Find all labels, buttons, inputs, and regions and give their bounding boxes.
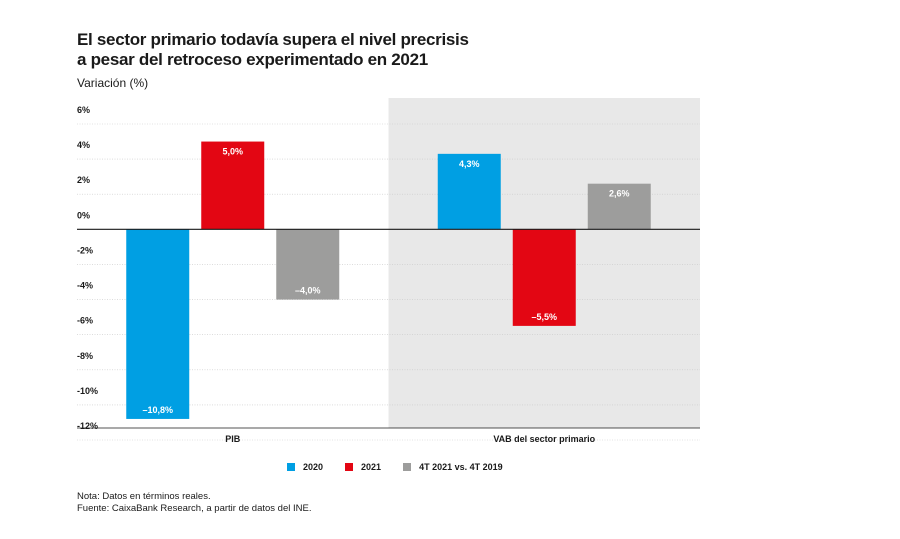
x-category-label: VAB del sector primario — [493, 434, 595, 444]
legend-swatch-2021 — [345, 463, 354, 471]
y-tick-label: -4% — [77, 281, 93, 291]
chart-title: El sector primario todavía supera el niv… — [77, 30, 637, 70]
data-label: 4,3% — [459, 159, 480, 169]
legend-item-2020: 2020 — [287, 462, 323, 472]
bar — [276, 229, 340, 300]
data-label: 2,6% — [609, 189, 630, 199]
chart-title-line-1: El sector primario todavía supera el niv… — [77, 30, 469, 49]
legend-swatch-4t — [403, 463, 412, 471]
bar — [512, 229, 576, 326]
bar — [126, 229, 190, 419]
source-text: Fuente: CaixaBank Research, a partir de … — [77, 503, 312, 514]
legend-label-4t: 4T 2021 vs. 4T 2019 — [419, 462, 503, 472]
y-tick-label: 0% — [77, 210, 90, 220]
legend-label-2020: 2020 — [303, 462, 324, 472]
legend-label-2021: 2021 — [361, 462, 382, 472]
chart-subtitle: Variación (%) — [77, 76, 149, 90]
bar — [437, 153, 501, 230]
y-tick-label: 6% — [77, 105, 90, 115]
y-tick-label: -10% — [77, 386, 98, 396]
legend-item-2021: 2021 — [345, 462, 381, 472]
chart-title-line-2: a pesar del retroceso experimentado en 2… — [77, 50, 428, 69]
data-label: –10,8% — [142, 405, 173, 415]
data-label: 5,0% — [222, 147, 243, 157]
y-tick-label: -6% — [77, 316, 93, 326]
bar — [587, 183, 651, 230]
y-tick-label: 2% — [77, 175, 90, 185]
data-label: –4,0% — [295, 286, 321, 296]
legend-swatch-2020 — [287, 463, 295, 471]
y-tick-label: -2% — [77, 245, 93, 255]
y-tick-label: 4% — [77, 140, 90, 150]
x-category-label: PIB — [225, 434, 241, 444]
chart-notes: Nota: Datos en términos reales. Fuente: … — [77, 491, 311, 515]
chart-legend: 2020 2021 4T 2021 vs. 4T 2019 — [287, 462, 503, 472]
data-label: –5,5% — [531, 312, 557, 322]
bar — [201, 141, 265, 230]
note-text: Nota: Datos en términos reales. — [77, 491, 211, 502]
y-tick-label: -12% — [77, 421, 98, 431]
legend-item-4t: 4T 2021 vs. 4T 2019 — [403, 462, 503, 472]
bar-chart: 6% 4% 2% 0% -2% -4% -6% -8% -10% -12% –10,8% 5,0% –4… — [77, 98, 700, 444]
y-tick-label: -8% — [77, 351, 93, 361]
